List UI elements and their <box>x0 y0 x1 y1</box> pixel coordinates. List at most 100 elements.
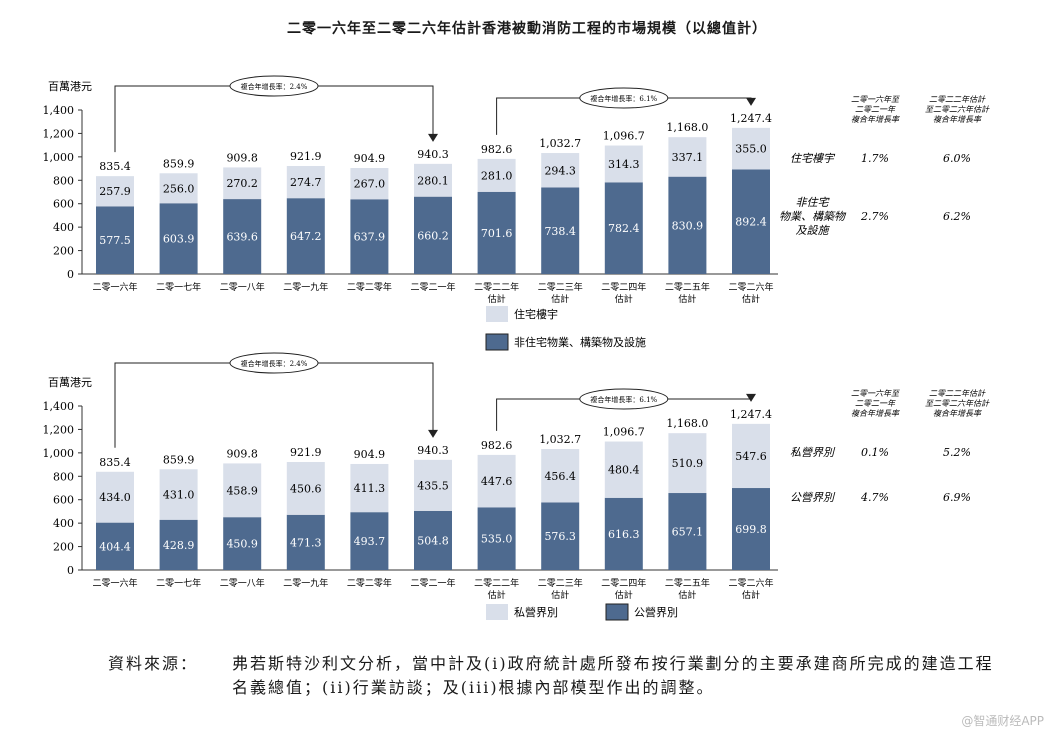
data-label-upper: 267.0 <box>354 178 386 191</box>
data-label-lower: 830.9 <box>672 219 704 232</box>
bar-住宅樓宇-8 <box>604 145 643 183</box>
data-label-lower: 699.8 <box>735 523 767 536</box>
cagr-table-header: 至二零二六年估計 <box>925 105 990 114</box>
y-tick-label: 0 <box>67 564 74 577</box>
data-label-total: 904.9 <box>354 448 386 461</box>
x-tick-label: 估計 <box>615 589 633 601</box>
data-label-lower: 504.8 <box>417 534 449 547</box>
data-label-total: 835.4 <box>99 160 131 173</box>
data-label-upper: 450.6 <box>290 482 322 495</box>
x-tick-label: 二零二三年 <box>538 577 583 589</box>
x-tick-label: 估計 <box>678 589 696 601</box>
legend: 私營界別 公營界別 <box>486 603 678 621</box>
bar-公營界別-9 <box>668 493 707 570</box>
data-label-total: 1,032.7 <box>539 433 581 446</box>
bar-非住宅物業、構築物及設施-1 <box>159 203 198 274</box>
x-tick-label: 估計 <box>488 293 506 305</box>
y-tick-label: 1,400 <box>43 104 75 117</box>
arrow-down-icon <box>746 97 756 106</box>
y-tick-label: 0 <box>67 268 74 281</box>
y-tick-label: 400 <box>53 517 74 530</box>
cagr-table-header: 二零一六年至 <box>851 389 900 398</box>
x-tick-label: 二零二零年 <box>347 577 392 589</box>
cagr-row-name: 及設施 <box>796 224 831 237</box>
data-label-lower: 657.1 <box>672 526 704 539</box>
bar-私營界別-9 <box>668 433 707 494</box>
bar-住宅樓宇-4 <box>350 167 389 200</box>
bar-住宅樓宇-1 <box>159 173 198 204</box>
bar-非住宅物業、構築物及設施-3 <box>286 198 325 274</box>
bar-私營界別-3 <box>286 462 325 515</box>
data-label-total: 1,247.4 <box>730 408 772 421</box>
data-label-total: 859.9 <box>163 453 195 466</box>
cagr-row-name: 公營界別 <box>790 491 836 504</box>
x-tick-label: 估計 <box>551 589 569 601</box>
data-label-total: 1,032.7 <box>539 137 581 150</box>
bar-公營界別-7 <box>541 502 580 570</box>
x-tick-label: 估計 <box>742 293 760 305</box>
data-label-upper: 456.4 <box>544 470 576 483</box>
legend-swatch <box>486 306 508 322</box>
x-tick-label: 二零一六年 <box>92 281 137 293</box>
bar-公營界別-6 <box>477 507 516 570</box>
bar-住宅樓宇-5 <box>414 163 452 197</box>
watermark: @智通财经APP <box>961 714 1044 728</box>
cagr-badge <box>579 87 669 109</box>
data-label-lower: 577.5 <box>99 234 131 247</box>
cagr-badge <box>579 388 669 410</box>
data-label-upper: 510.9 <box>672 457 704 470</box>
bar-私營界別-0 <box>96 471 134 523</box>
x-tick-label: 二零二二年 <box>474 577 519 589</box>
data-label-upper: 435.5 <box>417 479 449 492</box>
bar-住宅樓宇-7 <box>541 153 580 188</box>
y-tick-label: 1,000 <box>43 447 75 460</box>
legend-label: 非住宅物業、構築物及設施 <box>514 335 646 349</box>
cagr-value-2: 6.0% <box>943 152 971 165</box>
cagr-annotation-0: 複合年增長率：2.4% <box>114 352 438 448</box>
x-tick-label: 二零二六年 <box>728 577 773 589</box>
bar-公營界別-0 <box>96 522 134 570</box>
x-tick-label: 二零一九年 <box>283 281 328 293</box>
bar-私營界別-6 <box>477 454 516 508</box>
data-label-upper: 270.2 <box>226 177 258 190</box>
cagr-badge <box>229 75 319 97</box>
cagr-row-name: 私營界別 <box>790 446 836 459</box>
x-tick-label: 二零二五年 <box>665 577 710 589</box>
cagr-badge <box>229 352 319 374</box>
y-tick-label: 400 <box>53 221 74 234</box>
cagr-table-header: 複合年增長率 <box>933 409 983 418</box>
data-label-upper: 355.0 <box>735 143 767 156</box>
data-label-total: 1,096.7 <box>603 130 645 143</box>
chart-title: 二零一六年至二零二六年估計香港被動消防工程的市場規模（以總值計） <box>287 21 767 37</box>
data-label-lower: 576.3 <box>544 530 576 543</box>
data-label-lower: 892.4 <box>735 216 767 229</box>
cagr-row-name: 住宅樓宇 <box>790 152 836 165</box>
x-tick-label: 估計 <box>742 589 760 601</box>
cagr-value-1: 0.1% <box>861 446 889 459</box>
y-tick-label: 1,000 <box>43 151 75 164</box>
cagr-value-1: 4.7% <box>860 491 889 504</box>
cagr-table-header: 二零二二年估計 <box>929 389 986 398</box>
data-label-upper: 547.6 <box>735 450 767 463</box>
x-tick-label: 二零一六年 <box>92 577 137 589</box>
y-axis-label: 百萬港元 <box>48 376 92 389</box>
data-label-total: 982.6 <box>481 439 513 452</box>
bar-非住宅物業、構築物及設施-5 <box>414 196 452 274</box>
bar-公營界別-5 <box>414 510 452 570</box>
x-tick-label: 估計 <box>551 293 569 305</box>
data-label-upper: 281.0 <box>481 169 513 182</box>
cagr-value-1: 1.7% <box>861 152 889 165</box>
legend-label: 私營界別 <box>514 606 558 619</box>
cagr-label: 複合年增長率：6.1% <box>590 94 657 103</box>
source-text: 弗若斯特沙利文分析，當中計及(i)政府統計處所發布按行業劃分的主要承建商所完成的… <box>232 654 994 697</box>
x-tick-label: 二零二一年 <box>410 577 455 589</box>
cagr-label: 複合年增長率：2.4% <box>241 82 308 91</box>
x-tick-label: 二零二六年 <box>728 281 773 293</box>
data-label-lower: 660.2 <box>417 229 449 242</box>
data-label-lower: 603.9 <box>163 233 195 246</box>
x-tick-label: 二零二二年 <box>474 281 519 293</box>
data-label-lower: 616.3 <box>608 528 640 541</box>
x-tick-label: 二零一八年 <box>220 281 265 293</box>
cagr-table-header: 二零二二年估計 <box>929 95 986 104</box>
bar-私營界別-10 <box>732 423 770 489</box>
